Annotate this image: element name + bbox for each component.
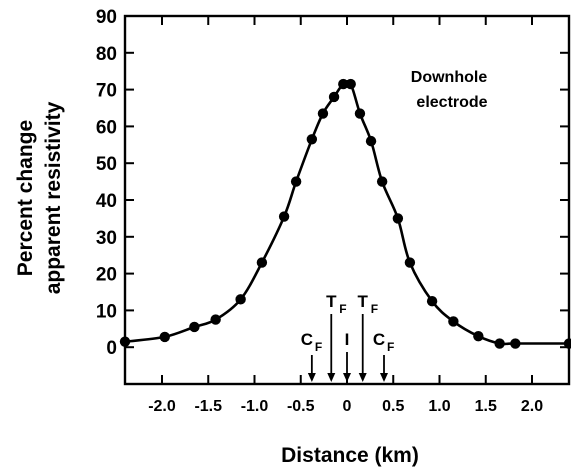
plot-frame <box>123 14 571 386</box>
annotation-line1: Downhole <box>411 69 488 86</box>
data-point <box>328 91 340 103</box>
data-point <box>278 211 290 222</box>
marker-letter: C <box>373 330 385 349</box>
marker-subscript: F <box>387 340 394 354</box>
x-tick-label: 2.0 <box>521 398 543 415</box>
x-axis-title: Distance (km) <box>281 444 419 467</box>
data-point <box>376 176 388 187</box>
x-tick-label: 0 <box>343 398 352 415</box>
y-tick-label: 20 <box>96 265 117 286</box>
x-tick-label: 1.0 <box>428 398 450 415</box>
data-point <box>317 108 329 119</box>
resistivity-curve <box>124 80 569 346</box>
marker-letter: I <box>345 330 350 349</box>
marker-arrow-head <box>307 373 316 382</box>
data-point <box>290 176 302 187</box>
marker-arrow-head <box>343 373 351 382</box>
marker-subscript: F <box>371 302 378 316</box>
annotation-line2: electrode <box>416 94 487 111</box>
data-point <box>345 78 356 90</box>
y-tick-label: 90 <box>96 7 117 28</box>
x-tick-label: -1.5 <box>194 398 222 415</box>
data-point <box>510 338 521 349</box>
data-point <box>473 330 484 342</box>
y-tick-label: 30 <box>96 228 117 249</box>
data-point <box>338 78 349 90</box>
marker-letter: T <box>326 292 337 311</box>
data-point <box>392 213 404 224</box>
x-tick-label: -2.0 <box>148 398 176 415</box>
y-tick-label: 0 <box>106 338 117 359</box>
data-point <box>404 257 416 268</box>
data-point <box>256 257 268 268</box>
data-point <box>365 135 377 147</box>
marker-subscript: F <box>339 302 346 316</box>
y-tick-label: 40 <box>96 191 117 212</box>
x-tick-label: 0.5 <box>382 398 404 415</box>
y-tick-label: 70 <box>96 81 117 102</box>
x-tick-label: 1.5 <box>475 398 497 415</box>
y-tick-label: 50 <box>96 154 117 175</box>
data-point <box>448 316 459 327</box>
marker-subscript: F <box>315 340 322 354</box>
data-point <box>426 296 438 307</box>
data-point <box>235 294 246 305</box>
marker-arrow-head <box>380 373 388 382</box>
data-point <box>210 314 221 325</box>
data-point <box>354 108 366 119</box>
y-tick-label: 10 <box>96 301 117 322</box>
x-tick-label: -0.5 <box>287 398 315 415</box>
marker-letter: T <box>358 292 369 311</box>
data-point <box>189 321 200 333</box>
y-tick-label: 80 <box>96 44 117 65</box>
marker-arrow-head <box>327 373 336 382</box>
y-axis-title-line2: apparent resistivity <box>42 101 65 294</box>
data-point <box>306 134 318 145</box>
marker-letter: C <box>301 330 313 349</box>
x-tick-label: -1.0 <box>241 398 269 415</box>
y-tick-label: 60 <box>96 117 117 138</box>
data-point <box>159 331 170 343</box>
marker-arrow-head <box>358 373 367 382</box>
y-axis-title-line1: Percent change <box>14 120 37 276</box>
data-point <box>494 338 505 349</box>
